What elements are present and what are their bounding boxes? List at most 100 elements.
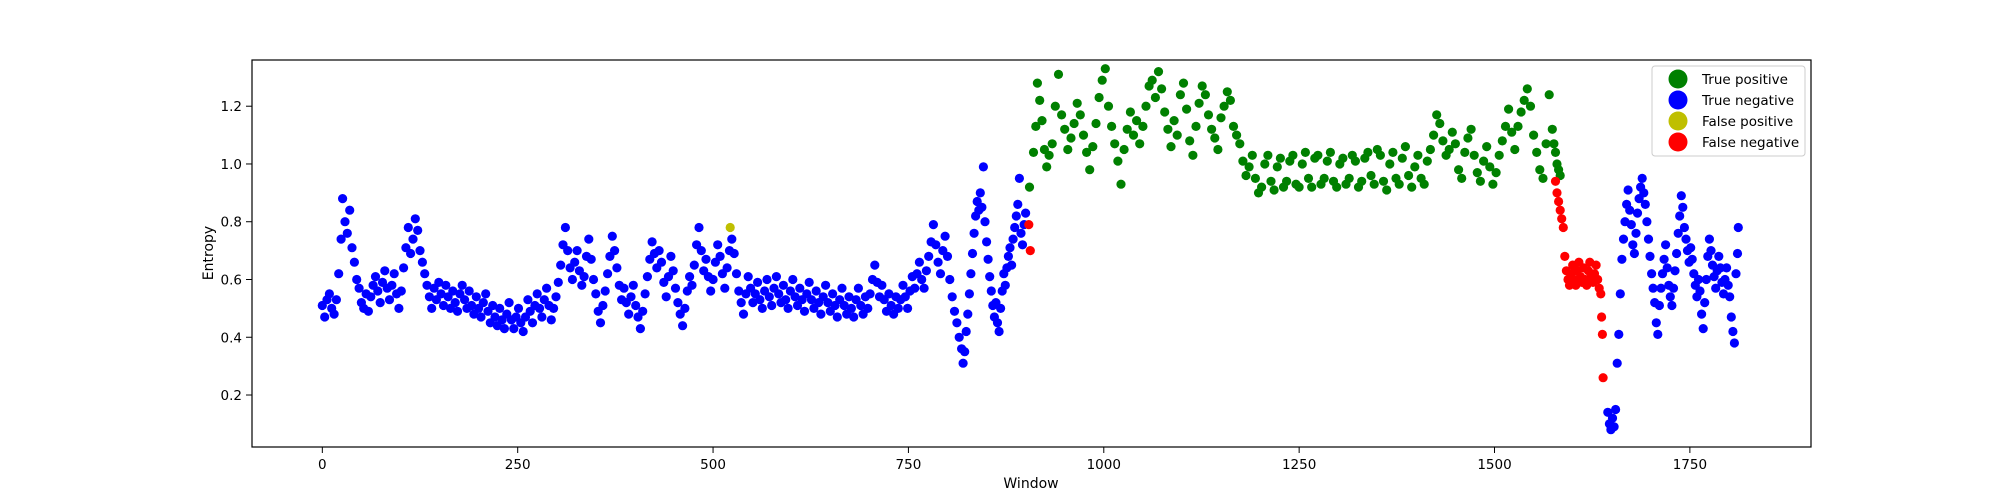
point-true-negative bbox=[975, 188, 985, 198]
point-true-positive bbox=[1450, 139, 1460, 149]
point-true-negative bbox=[352, 274, 362, 285]
point-true-positive bbox=[1244, 162, 1254, 172]
point-true-positive bbox=[1260, 159, 1270, 169]
point-true-positive bbox=[1438, 136, 1448, 146]
point-true-negative bbox=[394, 303, 404, 313]
point-true-positive bbox=[1332, 182, 1342, 192]
point-true-positive bbox=[1085, 165, 1095, 175]
point-true-positive bbox=[1075, 110, 1085, 120]
point-true-negative bbox=[1733, 222, 1743, 233]
point-true-negative bbox=[964, 289, 975, 299]
point-true-negative bbox=[1665, 292, 1675, 302]
point-true-negative bbox=[1667, 300, 1677, 311]
y-axis-label: Entropy bbox=[201, 226, 217, 280]
point-true-positive bbox=[1500, 121, 1511, 131]
point-true-negative bbox=[476, 312, 486, 322]
point-false-negative bbox=[1554, 196, 1564, 207]
y-tick-label: 1.0 bbox=[221, 157, 242, 173]
point-true-negative bbox=[408, 234, 418, 244]
point-true-negative bbox=[467, 300, 477, 311]
point-true-negative bbox=[673, 298, 683, 308]
point-true-negative bbox=[329, 309, 339, 319]
point-true-positive bbox=[1497, 136, 1507, 146]
point-true-negative bbox=[917, 274, 927, 285]
point-true-positive bbox=[1549, 139, 1559, 149]
point-true-negative bbox=[403, 222, 413, 233]
legend-label-true-negative: True negative bbox=[1701, 93, 1794, 109]
point-true-negative bbox=[1679, 222, 1689, 233]
point-true-negative bbox=[1697, 309, 1707, 319]
point-true-positive bbox=[1297, 159, 1307, 169]
point-false-negative bbox=[1598, 373, 1608, 383]
point-true-negative bbox=[1722, 263, 1732, 273]
point-false-negative bbox=[1593, 274, 1603, 285]
point-true-negative bbox=[921, 266, 932, 276]
x-tick-label: 1750 bbox=[1673, 457, 1707, 473]
point-true-negative bbox=[713, 240, 723, 250]
point-true-negative bbox=[853, 283, 864, 293]
point-true-negative bbox=[1654, 300, 1664, 311]
point-true-negative bbox=[334, 269, 344, 279]
point-true-negative bbox=[811, 286, 821, 296]
point-true-negative bbox=[612, 263, 622, 273]
point-true-negative bbox=[806, 295, 817, 305]
point-true-negative bbox=[731, 269, 742, 279]
point-true-negative bbox=[1625, 205, 1635, 215]
point-false-negative bbox=[1558, 222, 1568, 233]
point-true-positive bbox=[1194, 98, 1204, 108]
x-tick-label: 1250 bbox=[1282, 457, 1316, 473]
point-true-negative bbox=[654, 246, 664, 256]
point-true-positive bbox=[1107, 121, 1117, 131]
point-true-positive bbox=[1444, 144, 1454, 155]
point-true-negative bbox=[638, 306, 648, 316]
point-true-negative bbox=[342, 228, 352, 238]
point-true-positive bbox=[1363, 147, 1373, 157]
point-true-negative bbox=[877, 280, 887, 290]
point-true-negative bbox=[406, 248, 416, 259]
point-true-negative bbox=[363, 306, 373, 316]
point-true-negative bbox=[631, 300, 641, 311]
point-true-positive bbox=[1119, 144, 1129, 155]
point-true-negative bbox=[952, 318, 962, 328]
point-true-negative bbox=[963, 309, 973, 319]
point-true-positive bbox=[1141, 101, 1151, 111]
point-true-positive bbox=[1469, 150, 1479, 160]
point-true-positive bbox=[1519, 95, 1529, 105]
point-true-negative bbox=[347, 243, 357, 253]
point-true-negative bbox=[1617, 254, 1627, 264]
point-true-positive bbox=[1263, 150, 1273, 160]
point-false-negative bbox=[1560, 251, 1570, 261]
point-true-positive bbox=[1228, 121, 1239, 131]
point-true-positive bbox=[1313, 150, 1323, 160]
point-true-positive bbox=[1069, 118, 1079, 129]
point-true-negative bbox=[1647, 269, 1657, 279]
point-true-negative bbox=[635, 324, 646, 334]
point-true-negative bbox=[563, 246, 573, 256]
point-true-negative bbox=[961, 326, 971, 337]
point-true-negative bbox=[504, 298, 514, 308]
point-true-negative bbox=[370, 272, 381, 282]
point-true-positive bbox=[1219, 101, 1229, 111]
point-true-negative bbox=[324, 289, 334, 299]
point-true-positive bbox=[1344, 173, 1354, 183]
point-true-negative bbox=[331, 295, 341, 305]
point-true-negative bbox=[1725, 292, 1735, 302]
point-true-positive bbox=[1185, 136, 1195, 146]
point-true-negative bbox=[1615, 289, 1625, 299]
point-true-negative bbox=[982, 237, 992, 247]
point-true-positive bbox=[1525, 101, 1536, 111]
point-true-positive bbox=[1150, 92, 1160, 103]
point-true-negative bbox=[1711, 283, 1721, 293]
point-true-negative bbox=[1645, 251, 1655, 261]
point-true-positive bbox=[1028, 147, 1039, 157]
point-true-negative bbox=[509, 324, 519, 334]
point-true-negative bbox=[610, 246, 620, 256]
point-true-negative bbox=[1639, 188, 1649, 198]
point-true-negative bbox=[903, 303, 913, 313]
point-true-positive bbox=[1485, 162, 1495, 172]
point-true-negative bbox=[685, 272, 695, 282]
point-true-negative bbox=[954, 332, 964, 342]
point-true-negative bbox=[1676, 191, 1686, 201]
point-true-negative bbox=[898, 280, 908, 290]
point-true-negative bbox=[985, 272, 995, 282]
